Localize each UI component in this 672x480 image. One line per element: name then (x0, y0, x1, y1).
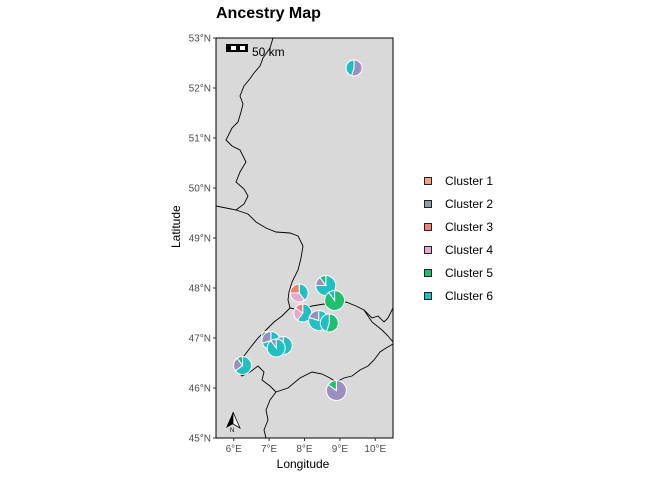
pie-layer (233, 59, 363, 401)
legend-key (424, 177, 432, 185)
y-tick-label: 50°N (189, 184, 211, 195)
pie-slice (294, 303, 304, 314)
ancestry-pie[interactable] (345, 59, 363, 77)
y-tick-label: 46°N (189, 384, 211, 395)
pie-slice (298, 283, 309, 301)
pie-slice (236, 355, 244, 368)
y-tick-label: 48°N (189, 284, 211, 295)
legend-label: Cluster 1 (445, 174, 494, 188)
legend-label: Cluster 4 (445, 243, 494, 257)
x-axis-label: Longitude (276, 457, 330, 471)
legend-item: Cluster 6 (424, 288, 493, 304)
x-tick-label: 10°E (364, 444, 386, 455)
ancestry-pie[interactable] (319, 313, 339, 333)
scale-bar: 50 km (226, 44, 285, 59)
legend-item: Cluster 3 (424, 219, 493, 235)
x-tick-label: 8°E (296, 444, 313, 455)
legend-key (424, 269, 432, 277)
legend-item: Cluster 2 (424, 196, 493, 212)
pie-slice (308, 309, 320, 322)
pie-slice (345, 59, 355, 77)
pie-slice (328, 289, 336, 303)
y-tick-label: 52°N (189, 84, 211, 95)
ancestry-pie[interactable] (266, 338, 286, 358)
y-tick-label: 51°N (189, 134, 211, 145)
pie-slice (319, 274, 327, 288)
border-de-nl (215, 37, 274, 211)
north-arrow-icon: N (226, 411, 241, 434)
y-axis: 53°N 52°N 51°N 50°N 49°N 48°N 47°N 46°N 45°N (189, 34, 216, 445)
pie-slice (261, 330, 272, 344)
legend-key (424, 292, 432, 300)
x-tick-label: 9°E (332, 444, 349, 455)
x-tick-label: 6°E (226, 444, 243, 455)
x-axis: 6°E 7°E 8°E 9°E 10°E (226, 438, 387, 455)
pie-slice (234, 355, 253, 375)
ancestry-pie[interactable] (324, 289, 346, 311)
border-fr-it (263, 391, 277, 439)
scale-bar-label: 50 km (252, 45, 285, 59)
border-west (235, 209, 304, 309)
border-ch-it (275, 343, 394, 393)
pie-slice (289, 283, 300, 294)
legend-key (424, 246, 432, 254)
north-arrow-label: N (230, 428, 234, 434)
y-axis-label: Latitude (169, 205, 183, 248)
ancestry-pie[interactable] (325, 379, 347, 401)
y-tick-label: 45°N (189, 434, 211, 445)
x-tick-label: 7°E (261, 444, 278, 455)
legend-key (424, 200, 432, 208)
pie-slice (327, 379, 337, 392)
y-tick-label: 47°N (189, 334, 211, 345)
ancestry-pie[interactable] (233, 355, 253, 375)
pie-slice (270, 338, 277, 350)
legend-label: Cluster 6 (445, 289, 494, 303)
ancestry-pie[interactable] (289, 283, 309, 303)
border-rhine (289, 301, 394, 323)
legend-label: Cluster 5 (445, 266, 494, 280)
legend-item: Cluster 5 (424, 265, 493, 281)
legend-label: Cluster 2 (445, 197, 494, 211)
map-title: Ancestry Map (216, 5, 321, 22)
legend-item: Cluster 4 (424, 242, 493, 258)
pie-slice (319, 313, 330, 333)
map-panel (216, 38, 393, 438)
legend-label: Cluster 3 (445, 220, 494, 234)
border-austria (363, 309, 394, 343)
legend-item: Cluster 1 (424, 173, 493, 189)
y-tick-label: 49°N (189, 234, 211, 245)
legend-key (424, 223, 432, 231)
ancestry-pie[interactable] (315, 274, 337, 296)
y-tick-label: 53°N (189, 34, 211, 45)
